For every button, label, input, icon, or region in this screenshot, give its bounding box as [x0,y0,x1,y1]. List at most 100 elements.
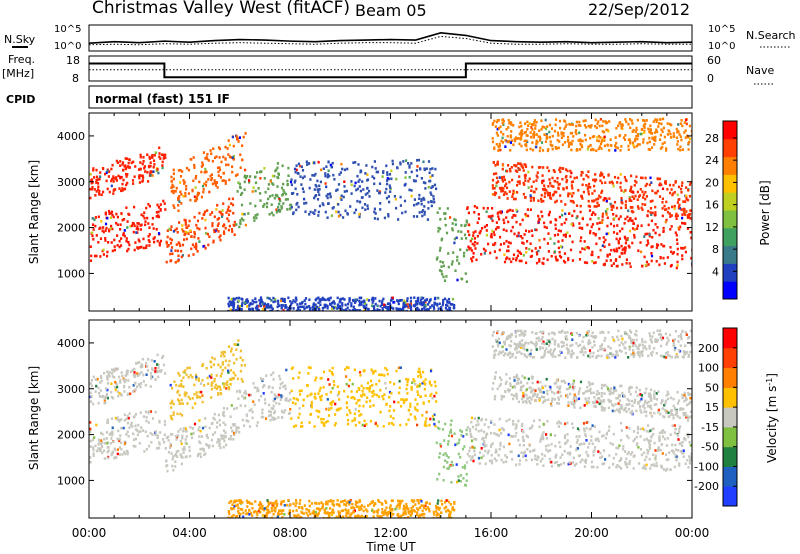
rti-point [475,438,478,441]
rti-point [136,372,139,375]
rti-point [666,122,669,125]
rti-point [105,392,108,396]
rti-point [194,244,197,248]
rti-point [434,167,437,171]
rti-point [402,306,405,309]
rti-point [668,451,671,454]
rti-point [635,128,638,132]
rti-point [215,155,218,158]
rti-point [499,148,502,152]
rti-point [230,426,233,430]
rti-point [669,191,672,195]
rti-point [236,309,239,311]
rti-point [601,215,604,218]
rti-point [277,176,280,180]
rti-point [556,401,559,405]
rti-point [650,181,653,184]
power-colorbar-label: Power [dB] [758,180,772,245]
rti-point [328,174,331,178]
rti-point [231,197,234,201]
rti-point [522,444,525,447]
rti-point [334,402,337,406]
rti-point [688,140,691,144]
rti-point [424,181,427,185]
rti-point [350,396,353,400]
rti-point [518,250,521,254]
rti-point [549,220,552,224]
rti-point [223,429,226,432]
rti-point [669,468,672,472]
rti-point [484,436,487,439]
rti-point [315,409,318,413]
rti-point [579,139,582,143]
rti-point [624,118,627,121]
rti-point [149,164,152,168]
rti-point [92,448,95,452]
rti-point [619,173,622,176]
rti-point [406,383,409,387]
rti-point [184,441,187,445]
rti-point [546,389,549,393]
rti-point [269,413,272,417]
rti-point [215,425,219,429]
rti-point [636,198,639,201]
rti-point [241,394,244,398]
rti-point [204,452,207,455]
rti-point [411,381,414,384]
rti-point [263,177,266,180]
rti-point [368,387,371,390]
rti-point [597,255,600,259]
rti-point [123,165,126,168]
rti-point [505,257,508,261]
rti-point [627,138,630,142]
rti-point [554,145,557,149]
rti-point [285,368,288,372]
rti-point [219,388,222,391]
rti-point [313,425,316,428]
rti-point [494,451,497,454]
rti-point [558,140,561,143]
rti-point [540,119,543,122]
rti-point [674,231,677,234]
rti-point [189,397,192,401]
rti-point [222,406,225,410]
rti-point [360,300,364,304]
rti-point [592,453,595,457]
rti-point [227,296,230,300]
rti-point [582,119,585,123]
rti-point [365,306,368,310]
rti-point [361,389,364,393]
rti-point [322,167,325,170]
rti-point [515,423,518,426]
rti-point [153,163,156,166]
rti-point [386,182,389,186]
rti-point [216,421,219,424]
rti-point [613,249,616,253]
rti-point [595,242,598,246]
rti-point [304,297,308,300]
rti-point [90,187,94,191]
rti-point [586,187,589,190]
rti-point [201,163,204,167]
rti-point [290,192,294,195]
rti-point [204,425,207,428]
rti-point [617,402,620,405]
rti-point [555,460,558,464]
rti-point [324,172,327,175]
rti-point [195,391,198,394]
rti-point [623,138,627,141]
rti-point [239,369,242,373]
rti-point [656,118,659,122]
rti-point [106,388,109,392]
rti-point [393,400,396,404]
rti-point [102,230,105,234]
rti-point [175,438,178,441]
rti-point [392,301,395,304]
rti-point [470,416,474,420]
rti-point [667,392,670,396]
rti-point [677,438,680,441]
rti-point [215,387,219,391]
rti-point [99,381,102,384]
rti-point [686,198,690,202]
rti-point [239,221,242,225]
